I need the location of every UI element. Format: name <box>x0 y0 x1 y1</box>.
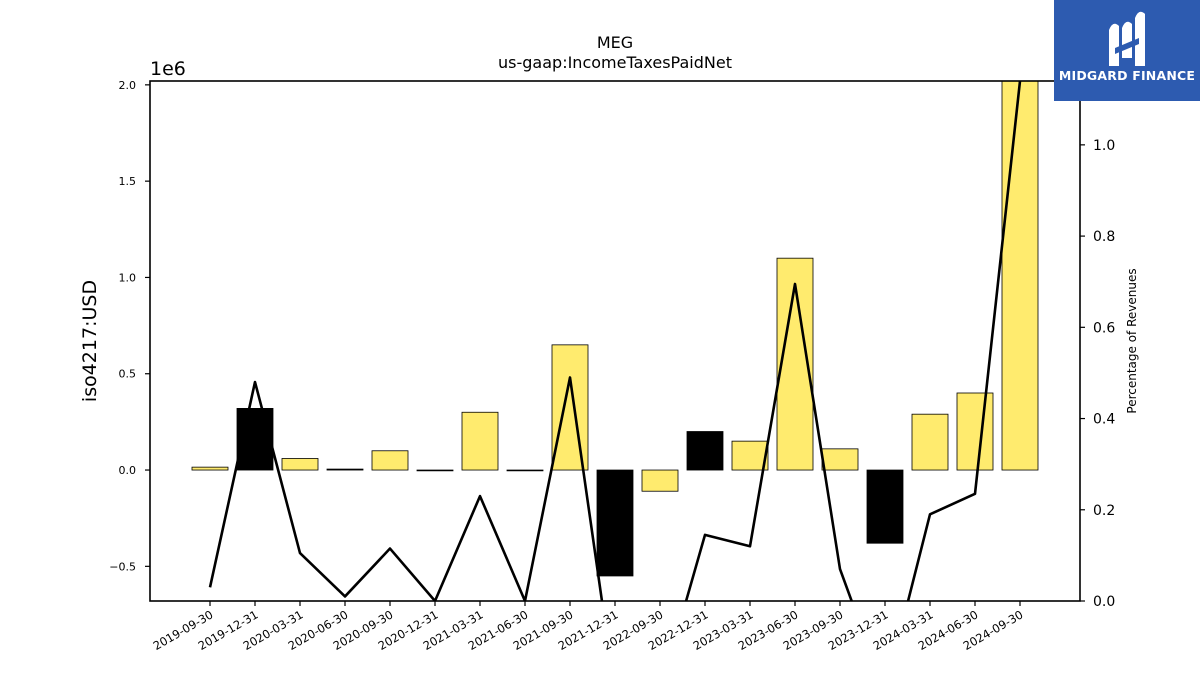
bar-2021-09-30 <box>551 344 589 471</box>
y2-tick-label: 0.0 <box>1093 594 1115 610</box>
bar-2024-03-31 <box>911 413 949 471</box>
bar-2023-09-30 <box>821 448 859 471</box>
y2-tick-label: 0.2 <box>1093 503 1115 519</box>
logo-text: MIDGARD FINANCE <box>1058 68 1196 83</box>
bar-2021-06-30 <box>506 469 544 472</box>
bar-2024-09-30 <box>1001 81 1039 471</box>
bar-2021-03-31 <box>461 411 499 471</box>
y2-axis-label: Percentage of Revenues <box>1125 268 1139 413</box>
y-multiplier-label: 1e6 <box>150 58 186 80</box>
bars-group <box>191 81 1039 577</box>
y-tick-label: 0.5 <box>119 368 137 381</box>
percentage-of-revenues-line <box>208 81 1022 601</box>
bar-2020-06-30 <box>326 468 364 471</box>
bar-2021-12-31 <box>596 469 634 577</box>
y2-tick-label: 0.8 <box>1093 229 1115 245</box>
y-tick-label: 0.0 <box>119 464 137 477</box>
bar-2023-12-31 <box>866 469 904 544</box>
bar-2020-03-31 <box>281 458 319 471</box>
bar-2022-12-31 <box>686 431 724 471</box>
y-tick-label: −0.5 <box>109 560 136 573</box>
midgard-finance-logo: MIDGARD FINANCE <box>1054 0 1200 101</box>
bar-2020-12-31 <box>416 469 454 472</box>
line-group <box>208 81 1022 601</box>
y-tick-label: 1.5 <box>119 175 137 188</box>
bar-2023-03-31 <box>731 440 769 471</box>
bar-2020-09-30 <box>371 450 409 471</box>
y2-tick-label: 0.6 <box>1093 320 1115 336</box>
chart-subtitle: us-gaap:IncomeTaxesPaidNet <box>498 53 732 72</box>
y-axis-label: iso4217:USD <box>79 280 101 402</box>
axes-group: −0.50.00.51.01.52.00.00.20.40.60.81.0201… <box>109 79 1115 653</box>
bar-2024-06-30 <box>956 392 994 471</box>
chart-title: MEG <box>597 33 633 52</box>
y2-tick-label: 0.4 <box>1093 412 1115 428</box>
bar-2022-09-30 <box>641 469 679 492</box>
y-tick-label: 1.0 <box>119 271 137 284</box>
y-tick-label: 2.0 <box>119 79 137 92</box>
bar-2019-09-30 <box>191 466 229 471</box>
logo-mark-icon <box>1109 11 1145 66</box>
y2-tick-label: 1.0 <box>1093 138 1115 154</box>
